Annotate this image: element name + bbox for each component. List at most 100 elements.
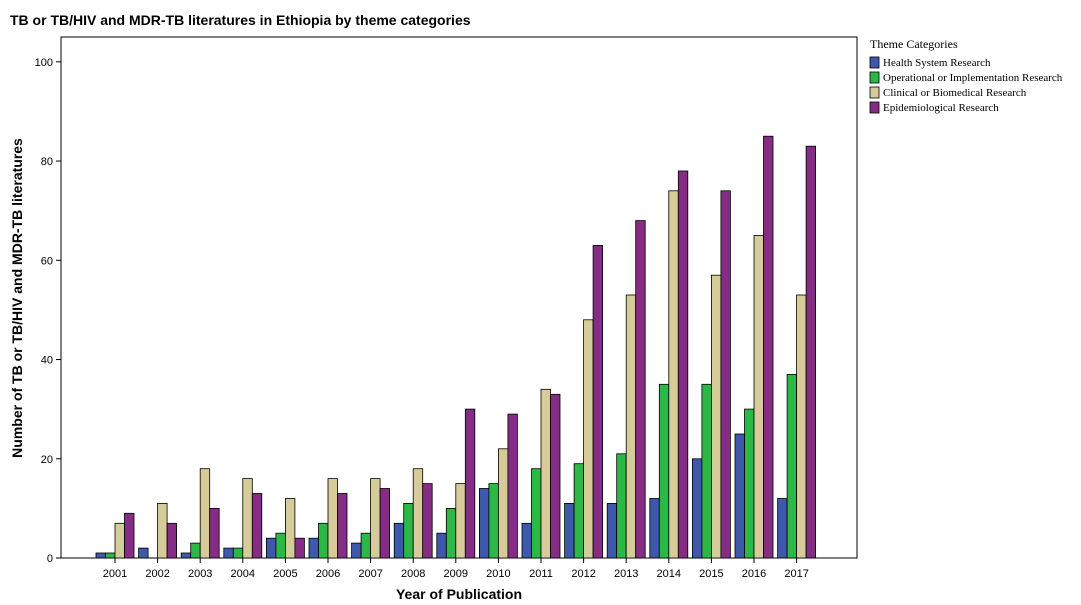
bar-epidemiological-research-2003	[209, 507, 220, 559]
bar-epidemiological-research-2008	[422, 483, 433, 559]
legend-swatch-clinical-or-biomedical-research	[869, 86, 880, 99]
bar-operational-or-implementation-research-2016	[744, 408, 755, 559]
bar-health-system-research-2001	[95, 552, 106, 559]
bar-epidemiological-research-2017	[805, 145, 816, 559]
x-tick-label-2010: 2010	[486, 568, 510, 580]
bar-health-system-research-2015	[692, 458, 703, 559]
y-axis: 0 20 40 60 80 100	[35, 57, 61, 565]
bar-clinical-or-biomedical-research-2014	[668, 190, 679, 559]
bar-operational-or-implementation-research-2013	[616, 453, 627, 559]
legend-swatch-health-system-research	[869, 56, 880, 69]
x-tick-label-2002: 2002	[145, 568, 169, 580]
bar-operational-or-implementation-research-2005	[275, 532, 286, 559]
x-tick-label-2007: 2007	[358, 568, 382, 580]
bar-operational-or-implementation-research-2006	[318, 522, 329, 559]
bar-operational-or-implementation-research-2008	[403, 502, 414, 559]
bar-clinical-or-biomedical-research-2007	[370, 478, 381, 559]
bar-health-system-research-2010	[478, 488, 490, 559]
bar-health-system-research-2007	[351, 542, 362, 559]
y-tick-label-40: 40	[41, 355, 53, 367]
y-tick-label-0: 0	[47, 553, 53, 565]
legend: Theme Categories Health System Research O…	[869, 37, 1063, 114]
bar-epidemiological-research-2007	[379, 488, 391, 559]
bar-clinical-or-biomedical-research-2013	[625, 294, 637, 559]
bar-epidemiological-research-2014	[677, 170, 689, 559]
bar-clinical-or-biomedical-research-2008	[412, 468, 424, 559]
x-tick-label-2005: 2005	[273, 568, 297, 580]
legend-label-health-system-research: Health System Research	[883, 57, 991, 69]
legend-swatch-operational-or-implementation-research	[869, 71, 880, 84]
x-tick-label-2017: 2017	[784, 568, 808, 580]
x-tick-label-2003: 2003	[188, 568, 212, 580]
x-tick-label-2004: 2004	[231, 568, 255, 580]
x-tick-label-2013: 2013	[614, 568, 638, 580]
bar-operational-or-implementation-research-2009	[445, 507, 457, 559]
bar-epidemiological-research-2010	[507, 413, 518, 559]
bar-epidemiological-research-2013	[635, 220, 646, 559]
bar-health-system-research-2003	[180, 552, 192, 559]
bar-health-system-research-2006	[308, 537, 319, 559]
legend-title: Theme Categories	[870, 37, 958, 51]
x-tick-label-2014: 2014	[657, 568, 681, 580]
bar-clinical-or-biomedical-research-2016	[753, 235, 764, 559]
bar-epidemiological-research-2004	[251, 493, 263, 559]
x-axis: 2001 2002 2003 2004 2005 2006 2007 2008 2009 2010…	[103, 558, 809, 580]
bar-operational-or-implementation-research-2012	[573, 463, 584, 559]
y-tick-label-60: 60	[41, 255, 53, 267]
bar-epidemiological-research-2012	[592, 244, 603, 559]
x-tick-label-2008: 2008	[401, 568, 425, 580]
x-tick-label-2016: 2016	[742, 568, 766, 580]
bar-health-system-research-2005	[265, 537, 277, 559]
bar-health-system-research-2011	[521, 522, 532, 559]
bar-clinical-or-biomedical-research-2003	[199, 468, 211, 559]
bar-operational-or-implementation-research-2004	[232, 547, 244, 559]
bar-epidemiological-research-2009	[464, 408, 476, 559]
bar-health-system-research-2016	[734, 433, 745, 559]
x-tick-label-2006: 2006	[316, 568, 340, 580]
bar-operational-or-implementation-research-2007	[360, 532, 372, 559]
bar-clinical-or-biomedical-research-2017	[796, 294, 807, 559]
bar-epidemiological-research-2005	[294, 537, 305, 559]
bar-clinical-or-biomedical-research-2015	[711, 274, 722, 559]
bar-clinical-or-biomedical-research-2011	[540, 388, 551, 559]
bar-health-system-research-2012	[564, 502, 575, 559]
bar-epidemiological-research-2006	[337, 493, 348, 559]
bar-epidemiological-research-2002	[166, 522, 178, 559]
bar-clinical-or-biomedical-research-2006	[327, 478, 338, 559]
bar-operational-or-implementation-research-2014	[658, 383, 670, 559]
bar-health-system-research-2004	[223, 547, 234, 559]
bar-operational-or-implementation-research-2001	[105, 552, 116, 559]
bar-operational-or-implementation-research-2017	[786, 373, 797, 559]
bar-health-system-research-2009	[436, 532, 447, 559]
bar-epidemiological-research-2011	[550, 393, 561, 559]
bar-epidemiological-research-2001	[124, 512, 135, 559]
y-tick-label-80: 80	[41, 156, 53, 168]
bar-clinical-or-biomedical-research-2002	[157, 502, 168, 559]
y-tick-label-20: 20	[41, 454, 53, 466]
bar-operational-or-implementation-research-2015	[701, 383, 712, 559]
bar-clinical-or-biomedical-research-2012	[583, 319, 594, 559]
x-axis-title: Year of Publication	[396, 586, 522, 602]
bar-epidemiological-research-2016	[763, 135, 774, 559]
x-tick-label-2001: 2001	[103, 568, 127, 580]
bar-clinical-or-biomedical-research-2004	[242, 478, 253, 559]
bar-clinical-or-biomedical-research-2005	[284, 498, 296, 559]
y-tick-label-100: 100	[35, 57, 53, 69]
chart-title: TB or TB/HIV and MDR-TB literatures in E…	[10, 12, 471, 28]
bar-health-system-research-2002	[138, 547, 149, 559]
bar-clinical-or-biomedical-research-2001	[114, 522, 125, 559]
x-tick-label-2009: 2009	[444, 568, 468, 580]
bar-operational-or-implementation-research-2010	[488, 483, 499, 559]
y-axis-title: Number of TB or TB/HIV and MDR-TB litera…	[9, 138, 25, 458]
x-tick-label-2012: 2012	[571, 568, 595, 580]
bar-epidemiological-research-2015	[720, 190, 731, 559]
x-tick-label-2015: 2015	[699, 568, 723, 580]
legend-swatch-epidemiological-research	[869, 101, 880, 114]
bar-clinical-or-biomedical-research-2009	[455, 483, 466, 559]
x-tick-label-2011: 2011	[529, 568, 553, 580]
legend-label-operational-or-implementation-research: Operational or Implementation Research	[883, 72, 1063, 84]
bar-health-system-research-2013	[606, 502, 618, 559]
bar-operational-or-implementation-research-2003	[190, 542, 201, 559]
legend-label-clinical-or-biomedical-research: Clinical or Biomedical Research	[883, 87, 1027, 99]
